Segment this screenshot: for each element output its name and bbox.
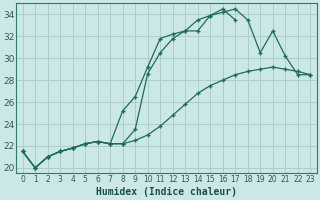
X-axis label: Humidex (Indice chaleur): Humidex (Indice chaleur) xyxy=(96,186,237,197)
